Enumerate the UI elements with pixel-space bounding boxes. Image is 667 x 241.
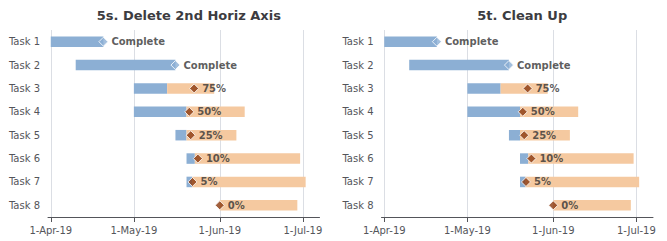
svg-text:Task 1: Task 1 xyxy=(341,36,373,47)
svg-text:Complete: Complete xyxy=(111,36,165,47)
svg-text:Task 5: Task 5 xyxy=(8,130,40,141)
svg-text:Task 7: Task 7 xyxy=(341,176,373,187)
svg-text:25%: 25% xyxy=(199,130,223,141)
svg-text:Task 3: Task 3 xyxy=(8,83,40,94)
svg-text:10%: 10% xyxy=(206,153,230,164)
svg-text:5t. Clean Up: 5t. Clean Up xyxy=(477,8,567,23)
svg-text:Task 8: Task 8 xyxy=(8,200,40,211)
svg-text:75%: 75% xyxy=(202,83,226,94)
svg-text:25%: 25% xyxy=(532,130,556,141)
svg-text:Complete: Complete xyxy=(183,60,237,71)
svg-text:1-Jun-19: 1-Jun-19 xyxy=(532,225,575,236)
svg-text:Task 3: Task 3 xyxy=(341,83,373,94)
svg-text:Task 4: Task 4 xyxy=(8,106,40,117)
svg-text:Task 1: Task 1 xyxy=(8,36,40,47)
svg-text:5%: 5% xyxy=(200,176,217,187)
svg-text:1-Apr-19: 1-Apr-19 xyxy=(29,225,72,236)
svg-text:1-May-19: 1-May-19 xyxy=(444,225,491,236)
svg-text:1-Apr-19: 1-Apr-19 xyxy=(363,225,406,236)
svg-text:1-Jun-19: 1-Jun-19 xyxy=(199,225,242,236)
svg-text:Task 8: Task 8 xyxy=(341,200,373,211)
svg-text:50%: 50% xyxy=(531,106,555,117)
svg-text:5s. Delete 2nd Horiz Axis: 5s. Delete 2nd Horiz Axis xyxy=(97,8,281,23)
svg-text:Task 2: Task 2 xyxy=(341,60,373,71)
svg-text:Complete: Complete xyxy=(517,60,571,71)
svg-text:50%: 50% xyxy=(197,106,221,117)
svg-text:1-Jul-19: 1-Jul-19 xyxy=(283,225,322,236)
svg-text:1-Jul-19: 1-Jul-19 xyxy=(617,225,656,236)
svg-text:10%: 10% xyxy=(539,153,563,164)
svg-text:Task 2: Task 2 xyxy=(8,60,40,71)
svg-text:Task 7: Task 7 xyxy=(8,176,40,187)
svg-text:0%: 0% xyxy=(228,200,245,211)
svg-text:5%: 5% xyxy=(534,176,551,187)
svg-text:Task 4: Task 4 xyxy=(341,106,373,117)
svg-text:0%: 0% xyxy=(561,200,578,211)
svg-text:Task 6: Task 6 xyxy=(341,153,373,164)
svg-text:75%: 75% xyxy=(536,83,560,94)
svg-text:1-May-19: 1-May-19 xyxy=(110,225,157,236)
svg-text:Task 5: Task 5 xyxy=(341,130,373,141)
svg-text:Task 6: Task 6 xyxy=(8,153,40,164)
svg-text:Complete: Complete xyxy=(445,36,499,47)
